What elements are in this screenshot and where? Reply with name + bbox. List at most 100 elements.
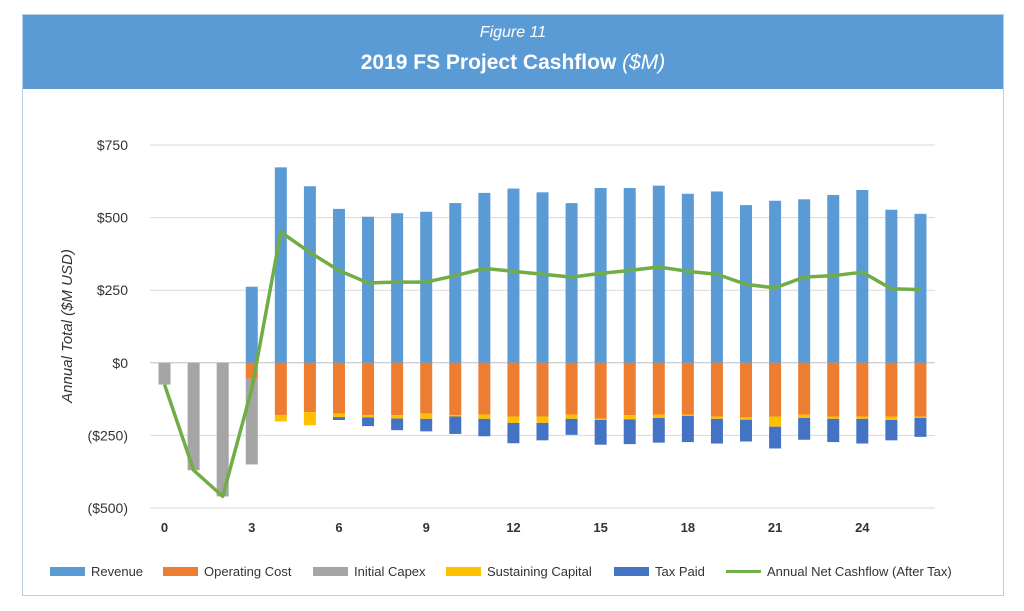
tax-paid-bar (769, 426, 782, 449)
sustaining-capital-bar (507, 416, 520, 423)
revenue-bar (274, 167, 287, 363)
revenue-bar (681, 193, 694, 363)
revenue-bar (827, 194, 840, 363)
sustaining-capital-bar (536, 416, 549, 423)
sustaining-capital-bar (710, 416, 723, 419)
revenue-bar (594, 187, 607, 363)
sustaining-capital-bar (827, 416, 840, 419)
operating-cost-bar (652, 362, 665, 415)
tax-paid-bar (332, 417, 345, 421)
tax-paid-bar (420, 418, 433, 432)
tax-paid-bar (827, 418, 840, 443)
tax-paid-bar (362, 417, 375, 427)
operating-cost-bar (623, 362, 636, 416)
legend-item-revenue: Revenue (50, 561, 143, 581)
sustaining-capital-bar (449, 415, 462, 417)
revenue-bar (478, 192, 491, 363)
legend-label-initial-capex: Initial Capex (354, 563, 426, 579)
operating-cost-bar (740, 362, 753, 418)
legend-item-net-cashflow: Annual Net Cashflow (After Tax) (726, 561, 952, 581)
tax-paid-bar (798, 417, 811, 440)
operating-cost-bar (769, 362, 782, 417)
x-tick-label: 24 (855, 520, 870, 535)
sustaining-capital-bar (478, 414, 491, 419)
x-tick-label: 12 (506, 520, 520, 535)
sustaining-capital-bar (594, 418, 607, 421)
revenue-bar (507, 188, 520, 363)
tax-paid-bar (507, 422, 520, 444)
legend-item-tax-paid: Tax Paid (614, 561, 705, 581)
x-tick-label: 0 (161, 520, 168, 535)
y-axis-label: Annual Total ($M USD) (59, 249, 76, 404)
legend-item-initial-capex: Initial Capex (313, 561, 426, 581)
operating-cost-bar (332, 362, 345, 414)
operating-cost-bar (565, 362, 578, 415)
sustaining-capital-bar (623, 415, 636, 420)
x-tick-label: 6 (335, 520, 342, 535)
legend-item-operating-cost: Operating Cost (163, 561, 291, 581)
sustaining-capital-bar (740, 417, 753, 420)
legend-label-tax-paid: Tax Paid (655, 563, 705, 579)
legend-swatch-tax-paid (614, 566, 649, 576)
tax-paid-bar (536, 422, 549, 441)
sustaining-capital-bar (303, 412, 316, 426)
operating-cost-bar (885, 362, 898, 417)
chart-banner: Figure 11 2019 FS Project Cashflow ($M) (23, 15, 1003, 89)
revenue-bar (710, 191, 723, 363)
revenue-bar (362, 216, 375, 363)
sustaining-capital-bar (798, 414, 811, 418)
sustaining-capital-bar (769, 416, 782, 427)
operating-cost-bar (798, 362, 811, 415)
legend-swatch-operating-cost (163, 566, 198, 576)
tax-paid-bar (740, 419, 753, 442)
revenue-bar (303, 186, 316, 363)
legend-label-sustaining-capital: Sustaining Capital (487, 563, 592, 579)
revenue-bar (420, 211, 433, 363)
tax-paid-bar (623, 419, 636, 445)
operating-cost-bar (827, 362, 840, 417)
operating-cost-bar (681, 362, 694, 415)
sustaining-capital-bar (565, 414, 578, 419)
tax-paid-bar (856, 418, 869, 444)
y-tick-label: $250 (97, 282, 128, 298)
y-tick-label: ($250) (88, 427, 128, 443)
revenue-bar (798, 199, 811, 363)
operating-cost-bar (478, 362, 491, 415)
revenue-bar (245, 286, 258, 363)
operating-cost-bar (274, 362, 287, 416)
sustaining-capital-bar (856, 416, 869, 419)
revenue-bar (652, 185, 665, 363)
legend-swatch-sustaining-capital (446, 566, 481, 576)
x-tick-label: 3 (248, 520, 255, 535)
operating-cost-bar (391, 362, 404, 416)
revenue-bar (449, 203, 462, 363)
tax-paid-bar (449, 416, 462, 434)
x-tick-label: 15 (593, 520, 607, 535)
sustaining-capital-bar (885, 416, 898, 421)
tax-paid-bar (652, 417, 665, 443)
revenue-bar (536, 192, 549, 363)
tax-paid-bar (594, 420, 607, 445)
y-tick-label: $750 (97, 137, 128, 153)
tax-paid-bar (565, 418, 578, 435)
revenue-bar (623, 187, 636, 363)
title-unit: ($M) (622, 51, 666, 74)
operating-cost-bar (710, 362, 723, 417)
operating-cost-bar (507, 362, 520, 417)
chart-title: 2019 FS Project Cashflow ($M) (23, 51, 1003, 75)
operating-cost-bar (303, 362, 316, 413)
tax-paid-bar (914, 417, 927, 437)
operating-cost-bar (536, 362, 549, 417)
revenue-bar (769, 200, 782, 363)
legend-swatch-net-cashflow (726, 569, 761, 573)
revenue-bar (856, 190, 869, 363)
sustaining-capital-bar (681, 414, 694, 416)
initial-capex-bar (187, 362, 200, 471)
net-cashflow-line (162, 230, 921, 499)
operating-cost-bar (594, 362, 607, 419)
legend-swatch-initial-capex (313, 566, 348, 576)
legend: Revenue Operating Cost Initial Capex Sus… (0, 561, 1024, 581)
y-tick-label: ($500) (88, 500, 128, 516)
tax-paid-bar (681, 415, 694, 443)
